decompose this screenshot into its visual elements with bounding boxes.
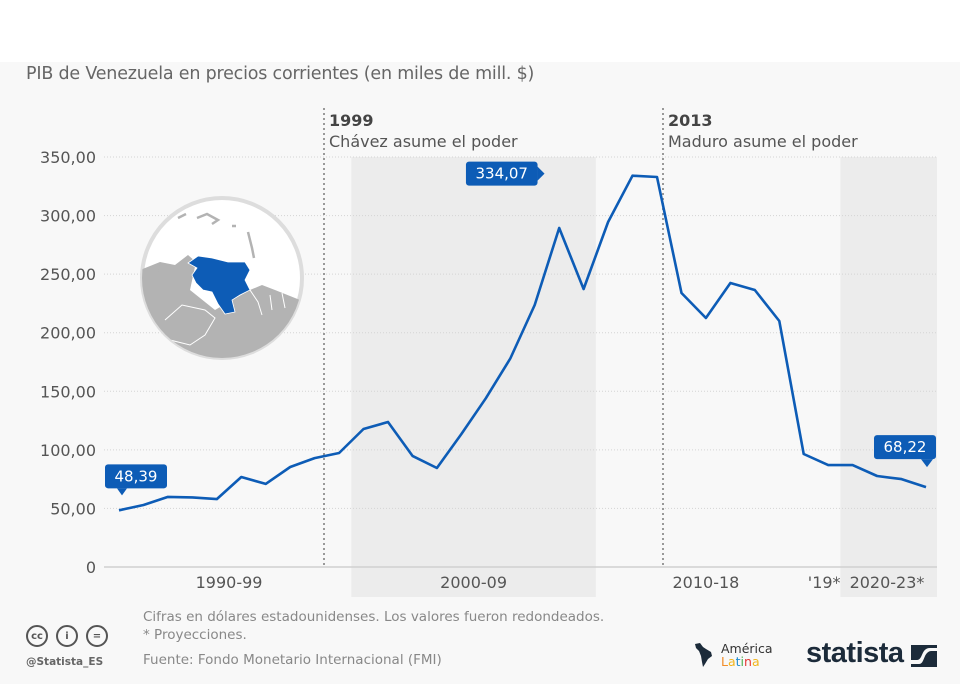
source-note: Fuente: Fondo Monetario Internacional (F… (143, 652, 442, 668)
y-tick-label: 250,00 (40, 265, 96, 284)
latin-america-map-icon (695, 643, 712, 667)
y-tick-label: 200,00 (40, 324, 96, 343)
annotation-year: 1999 (329, 111, 374, 130)
annotation-year: 2013 (668, 111, 713, 130)
data-label-text: 334,07 (475, 165, 528, 183)
y-tick-label: 150,00 (40, 382, 96, 401)
y-tick-label: 100,00 (40, 441, 96, 460)
x-tick-label: '19* (808, 573, 841, 592)
annotation-text: Chávez asume el poder (329, 132, 518, 151)
data-label-box (874, 435, 936, 460)
venezuela-map-icon (140, 196, 304, 360)
creative-commons-icon: cc (26, 625, 48, 647)
data-label: 68,22 (874, 435, 936, 468)
data-label: 48,39 (105, 464, 167, 496)
footnote-currency: Cifras en dólares estadounidenses. Los v… (143, 609, 605, 625)
series-line (118, 174, 927, 512)
data-label-pointer (537, 166, 545, 181)
y-tick-label: 50,00 (50, 499, 96, 518)
data-label-box (105, 464, 167, 489)
y-tick-label: 300,00 (40, 207, 96, 226)
no-derivatives-icon: = (86, 625, 108, 647)
statista-logo: statista (806, 637, 904, 669)
x-tick-label: 2000-09 (440, 573, 507, 592)
x-tick-label: 2010-18 (672, 573, 739, 592)
america-latina-logo-top: América (721, 641, 773, 656)
data-label-text: 48,39 (115, 467, 158, 485)
y-tick-label: 0 (86, 558, 96, 577)
data-label-pointer (921, 459, 933, 468)
x-tick-label: 1990-99 (196, 573, 263, 592)
statista-logo-icon (911, 645, 937, 667)
shaded-band (351, 157, 596, 597)
data-label-text: 68,22 (884, 438, 927, 456)
y-tick-label: 350,00 (40, 148, 96, 167)
footnote-projections: * Proyecciones. (143, 627, 247, 643)
data-label-pointer (117, 488, 127, 496)
x-tick-label: 2020-23* (850, 573, 925, 592)
attribution-icon: i (56, 625, 78, 647)
shaded-band (840, 157, 937, 597)
chart-title: PIB de Venezuela en precios corrientes (… (26, 64, 535, 84)
annotation-text: Maduro asume el poder (668, 132, 858, 151)
twitter-handle: @Statista_ES (26, 656, 104, 668)
america-latina-logo-bottom: Latina (721, 654, 760, 669)
data-label: 334,07 (465, 161, 545, 186)
data-label-box (465, 161, 538, 186)
